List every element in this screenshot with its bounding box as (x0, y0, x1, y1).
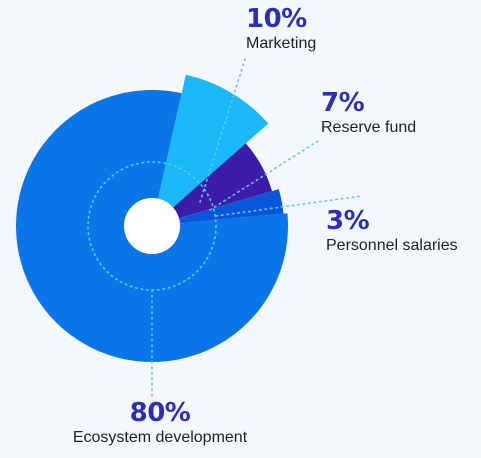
leader-personnel-salaries (215, 195, 363, 217)
percent-personnel-salaries: 3% (326, 206, 370, 236)
name-reserve-fund: Reserve fund (321, 119, 417, 136)
leader-marketing (199, 55, 247, 203)
label-reserve-fund: 7% Reserve fund (321, 88, 416, 138)
donut-hole (124, 198, 180, 254)
label-personnel-salaries: 3% Personnel salaries (326, 206, 458, 256)
name-personnel-salaries: Personnel salaries (326, 237, 458, 254)
label-marketing: 10% Marketing (246, 4, 316, 54)
slice-ecosystem-development (16, 90, 289, 362)
slice-marketing (158, 74, 269, 208)
leader-reserve-fund (209, 140, 319, 211)
percent-ecosystem-development: 80% (129, 398, 191, 428)
name-ecosystem-development: Ecosystem development (72, 429, 248, 446)
slice-personnel-salaries (178, 189, 284, 224)
percent-marketing: 10% (246, 4, 307, 34)
slice-reserve-fund (173, 143, 273, 219)
percent-reserve-fund: 7% (321, 88, 365, 118)
label-ecosystem-development: 80% Ecosystem development (60, 398, 260, 448)
name-marketing: Marketing (246, 35, 317, 52)
